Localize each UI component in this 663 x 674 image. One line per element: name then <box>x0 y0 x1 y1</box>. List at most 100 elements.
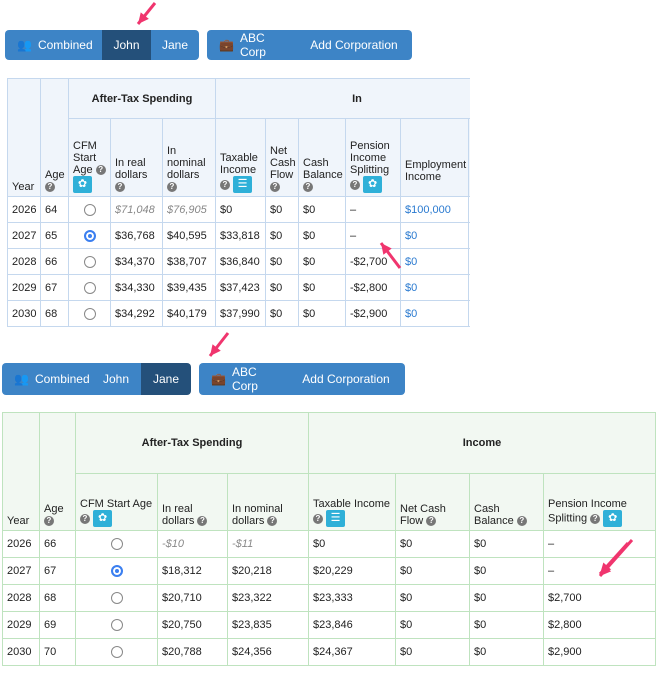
cashbal-cell: $0 <box>298 196 346 223</box>
netcash-cell: $0 <box>395 557 470 585</box>
age-cell: 66 <box>39 530 76 558</box>
table-row: 2028 68 $20,710 $23,322 $23,333 $0 $0 $2,700 <box>2 584 663 612</box>
next-cell <box>467 196 470 223</box>
cashbal-cell: $0 <box>298 222 346 249</box>
briefcase-icon: 💼 <box>211 372 226 386</box>
employment-header: Employment Income <box>400 118 469 197</box>
help-icon[interactable]: ? <box>313 513 323 524</box>
year-header: Year <box>2 412 40 531</box>
list-icon[interactable]: ☰ <box>326 510 346 527</box>
help-icon[interactable]: ? <box>95 165 106 176</box>
help-icon[interactable]: ? <box>115 182 125 193</box>
employment-link[interactable]: $0 <box>400 300 469 327</box>
cfm-start-radio[interactable] <box>83 255 96 268</box>
help-icon[interactable]: ? <box>44 516 54 527</box>
help-icon[interactable]: ? <box>303 182 313 193</box>
year-cell: 2026 <box>7 196 41 223</box>
cfm-start-radio[interactable] <box>110 619 123 631</box>
jane-button[interactable]: Jane <box>151 30 199 60</box>
cfm-start-radio[interactable] <box>110 565 123 577</box>
help-icon[interactable]: ? <box>45 182 55 193</box>
pension-cell: -$2,700 <box>345 248 401 275</box>
help-icon[interactable]: ? <box>270 182 280 193</box>
help-icon[interactable]: ? <box>350 179 360 190</box>
year-cell: 2029 <box>2 611 40 639</box>
cfm-start-radio[interactable] <box>83 307 96 320</box>
list-icon[interactable]: ☰ <box>233 176 253 193</box>
taxable-cell: $37,990 <box>215 300 266 327</box>
table-row: 2028 66 $34,370 $38,707 $36,840 $0 $0 -$2,700… <box>7 248 470 275</box>
real-cell: $36,768 <box>110 222 163 249</box>
help-icon[interactable]: ? <box>220 179 230 190</box>
help-icon[interactable]: ? <box>167 182 177 193</box>
netcash-cell: $0 <box>395 584 470 612</box>
add-corporation-button[interactable]: Add Corporation <box>296 30 412 60</box>
nominal-cell: $38,707 <box>162 248 216 275</box>
real-cell: $20,788 <box>157 638 228 666</box>
nominal-cell: $76,905 <box>162 196 216 223</box>
cashbal-cell: $0 <box>469 638 544 666</box>
age-header: Age ? <box>40 78 69 197</box>
taxable-cell: $23,333 <box>308 584 396 612</box>
jane-button[interactable]: Jane <box>141 363 191 395</box>
nominal-cell: -$11 <box>227 530 309 558</box>
help-icon[interactable]: ? <box>80 513 90 524</box>
cfm-start-radio[interactable] <box>83 281 96 294</box>
gear-icon[interactable]: ✿ <box>93 510 113 527</box>
help-icon[interactable]: ? <box>590 513 601 524</box>
help-icon[interactable]: ? <box>516 516 527 527</box>
combined-button[interactable]: 👥 Combined <box>2 363 91 395</box>
pension-cell: $2,700 <box>542 584 657 612</box>
year-cell: 2028 <box>7 248 41 275</box>
age-cell: 70 <box>39 638 76 666</box>
real-cell: $34,330 <box>110 274 163 301</box>
cfm-start-radio[interactable] <box>83 229 96 242</box>
nominal-cell: $39,435 <box>162 274 216 301</box>
person-selector: 👥 Combined John Jane <box>5 30 199 60</box>
cfm-start-radio[interactable] <box>83 203 96 216</box>
cashbal-cell: $0 <box>469 557 544 585</box>
cashbal-header: Cash Balance ? <box>298 118 346 197</box>
help-icon[interactable]: ? <box>267 516 278 527</box>
corp-button[interactable]: 💼 ABC Corp <box>207 30 296 60</box>
real-cell: $20,750 <box>157 611 228 639</box>
person-selector: 👥 Combined John Jane <box>2 363 191 395</box>
corporation-selector: 💼 ABC Corp Add Corporation <box>199 363 405 395</box>
pension-cell: – <box>345 222 401 249</box>
pension-cell: – <box>345 196 401 223</box>
employment-link[interactable]: $0 <box>400 222 469 249</box>
age-cell: 67 <box>40 274 69 301</box>
pension-cell: -$2,900 <box>345 300 401 327</box>
users-icon: 👥 <box>17 38 32 52</box>
employment-link[interactable]: $0 <box>400 274 469 301</box>
john-button[interactable]: John <box>91 363 141 395</box>
help-icon[interactable]: ? <box>426 516 437 527</box>
income-group-header: Income <box>307 412 657 474</box>
gear-icon[interactable]: ✿ <box>603 510 623 527</box>
cfm-cell <box>75 584 158 612</box>
cfm-start-radio[interactable] <box>110 646 123 658</box>
cfm-start-radio[interactable] <box>110 538 123 550</box>
real-cell: $34,370 <box>110 248 163 275</box>
netcash-cell: $0 <box>395 611 470 639</box>
cfm-cell <box>75 530 158 558</box>
cfm-start-radio[interactable] <box>110 592 123 604</box>
taxable-header: Taxable Income ? ☰ <box>308 473 396 531</box>
employment-link[interactable]: $100,000 <box>400 196 469 223</box>
real-cell: $34,292 <box>110 300 163 327</box>
add-corporation-button[interactable]: Add Corporation <box>287 363 405 395</box>
real-cell: $20,710 <box>157 584 228 612</box>
john-button[interactable]: John <box>102 30 151 60</box>
combined-button[interactable]: 👥 Combined <box>5 30 102 60</box>
taxable-cell: $36,840 <box>215 248 266 275</box>
age-cell: 68 <box>40 300 69 327</box>
gear-icon[interactable]: ✿ <box>73 176 92 193</box>
help-icon[interactable]: ? <box>197 516 208 527</box>
real-cell: $71,048 <box>110 196 163 223</box>
employment-link[interactable]: $0 <box>400 248 469 275</box>
gear-icon[interactable]: ✿ <box>363 176 383 193</box>
nominal-header: In nominal dollars ? <box>227 473 309 531</box>
cfm-cell <box>75 611 158 639</box>
corp-button[interactable]: 💼 ABC Corp <box>199 363 287 395</box>
table-row: 2030 68 $34,292 $40,179 $37,990 $0 $0 -$2,900… <box>7 300 470 327</box>
